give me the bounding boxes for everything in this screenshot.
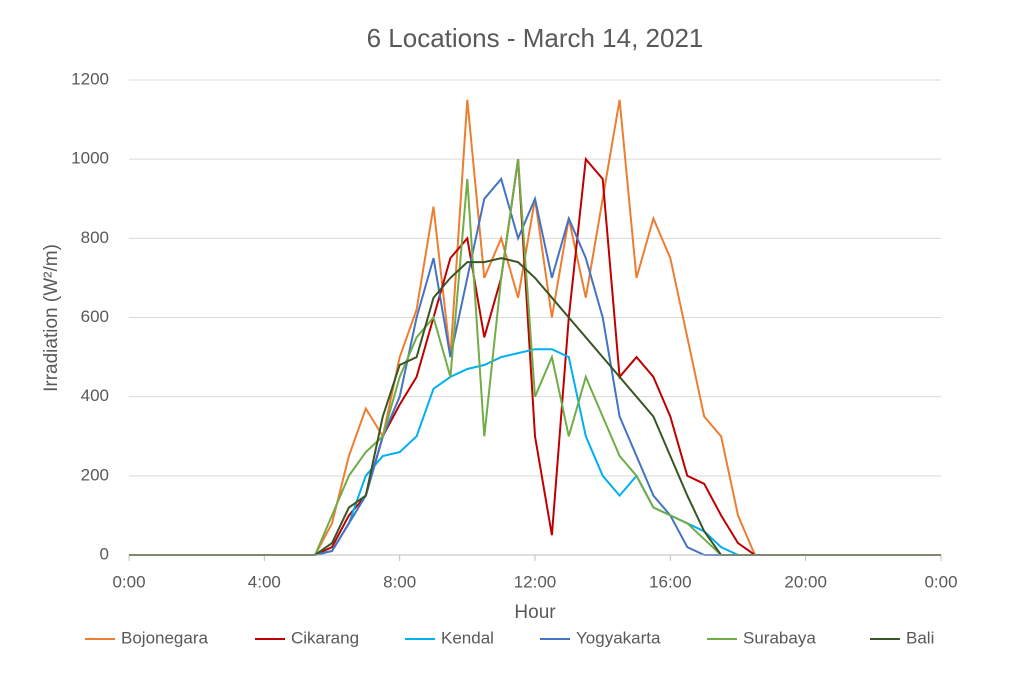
legend-label: Kendal xyxy=(441,628,494,647)
x-tick-label: 4:00 xyxy=(248,572,281,591)
y-tick-label: 1000 xyxy=(71,149,109,168)
y-tick-label: 400 xyxy=(81,386,109,405)
series-line xyxy=(129,176,941,556)
y-tick-label: 0 xyxy=(100,544,109,563)
y-axis-title: Irradiation (W²/m) xyxy=(41,244,62,392)
legend-label: Bojonegara xyxy=(121,628,209,647)
y-tick-label: 1200 xyxy=(71,69,109,88)
series-line xyxy=(129,159,941,556)
legend-label: Bali xyxy=(906,628,934,647)
series-line xyxy=(129,156,941,556)
x-tick-label: 8:00 xyxy=(383,572,416,591)
x-tick-label: 20:00 xyxy=(784,572,827,591)
legend-label: Yogyakarta xyxy=(576,628,661,647)
y-tick-label: 800 xyxy=(81,228,109,247)
legend-label: Surabaya xyxy=(743,628,816,647)
series-line xyxy=(129,348,941,556)
x-tick-label: 12:00 xyxy=(514,572,557,591)
x-tick-label: 16:00 xyxy=(649,572,692,591)
legend-label: Cikarang xyxy=(291,628,359,647)
y-tick-label: 200 xyxy=(81,465,109,484)
x-tick-label: 0:00 xyxy=(924,572,957,591)
series-line xyxy=(129,99,941,556)
x-tick-label: 0:00 xyxy=(112,572,145,591)
series-line xyxy=(129,257,941,556)
y-tick-label: 600 xyxy=(81,307,109,326)
chart-title: 6 Locations - March 14, 2021 xyxy=(367,23,704,53)
x-axis-title: Hour xyxy=(514,602,556,623)
